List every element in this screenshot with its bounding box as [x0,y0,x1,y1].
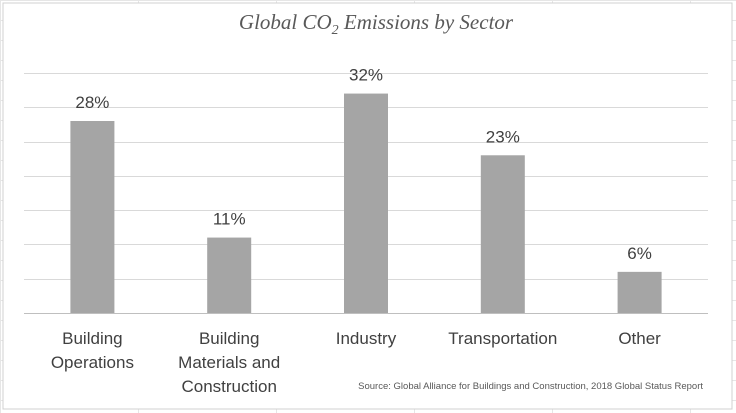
data-label: 11% [213,210,246,229]
bar [344,93,388,313]
category-label: Building Operations [51,329,134,372]
data-labels: 28% 11% 32% 23% 6% [75,66,652,263]
bar [617,271,662,313]
data-label: 32% [349,66,383,85]
bar [480,155,525,313]
category-label: Building Materials and Construction [178,329,280,396]
data-label: 28% [75,93,109,112]
bar [70,121,115,313]
data-label: 23% [486,127,520,146]
category-label: Other [618,329,661,348]
source-note: Source: Global Alliance for Buildings an… [358,381,703,392]
category-label: Transportation [448,329,557,348]
data-label: 6% [627,244,652,263]
category-label: Industry [336,329,397,348]
bar [207,237,252,313]
chart-title: Global CO2 Emissions by Sector [239,10,514,38]
bars [70,93,662,313]
category-axis-labels: Building Operations Building Materials and C… [51,329,661,396]
